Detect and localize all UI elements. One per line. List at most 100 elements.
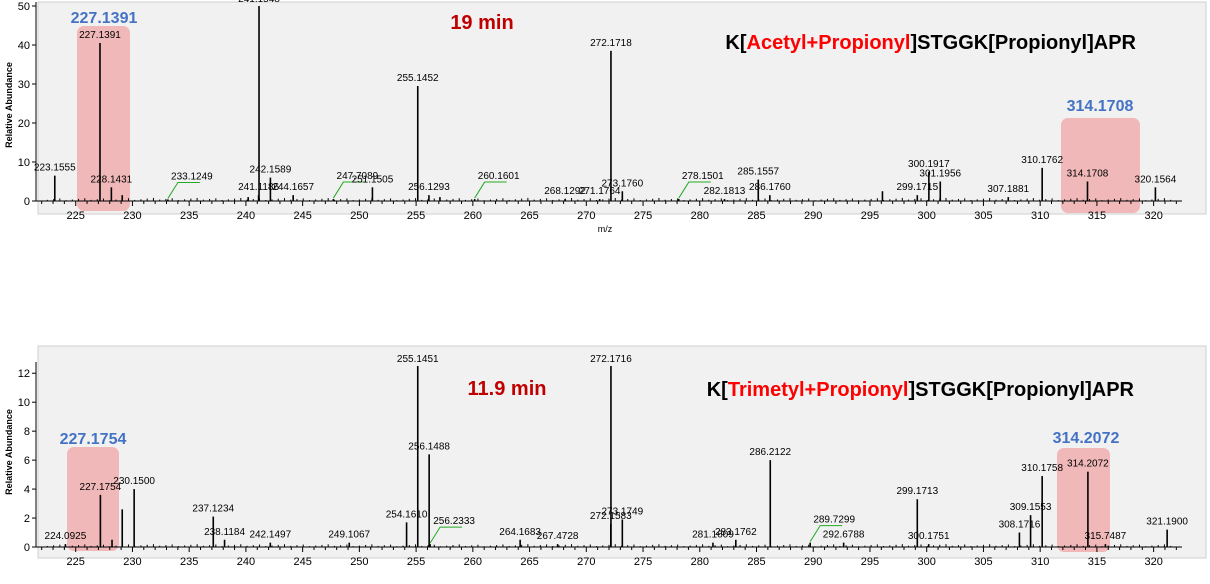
label-leader (809, 525, 843, 542)
y-tick-label: 6 (24, 455, 30, 467)
x-tick-label: 270 (577, 210, 595, 222)
peak-label: 255.1452 (397, 73, 439, 84)
label-leader (332, 181, 366, 199)
plot-background (37, 1, 1207, 215)
peak-label: 244.1657 (272, 182, 314, 193)
x-tick-label: 260 (464, 210, 482, 222)
x-tick-label: 255 (407, 210, 425, 222)
peak-label: 256.2333 (433, 516, 475, 527)
y-tick-label: 0 (24, 542, 30, 554)
highlight-box (1061, 118, 1140, 213)
x-tick-label: 305 (974, 210, 992, 222)
x-tick-label: 310 (1031, 556, 1049, 568)
peak-label: 299.1715 (896, 182, 938, 193)
peak-label: 321.1900 (1146, 517, 1188, 528)
x-tick-label: 320 (1144, 210, 1162, 222)
peptide-sequence-label: K[Acetyl+Propionyl]STGGK[Propionyl]APR (725, 32, 1136, 54)
label-leader (167, 181, 200, 199)
spectrum-panel-1: 0 10 20 30 40 50 225 230 235 240 245 250 255 260 265 27… (4, 0, 1207, 234)
x-tick-label: 225 (67, 210, 85, 222)
peak-label: 308.1716 (999, 520, 1041, 531)
peak-label: 273.1749 (601, 506, 643, 517)
callout-label: 227.1391 (71, 10, 138, 27)
peak-label: 310.1758 (1021, 463, 1063, 474)
peak-label: 233.1249 (171, 171, 213, 182)
peak-label: 227.1391 (79, 30, 121, 41)
x-tick-label: 305 (974, 556, 992, 568)
peak-label: 228.1431 (91, 174, 133, 185)
peak-label: 241.1548 (238, 0, 280, 5)
spectrum-panel-2: 0 2 4 6 8 10 12 225 230 235 240 245 250 255 260 265 270 2… (4, 345, 1207, 568)
peak-label: 237.1234 (192, 504, 234, 515)
x-tick-label: 315 (1088, 556, 1106, 568)
peak-label: 286.1760 (749, 182, 791, 193)
x-tick-label: 295 (861, 210, 879, 222)
x-tick-label: 285 (747, 556, 765, 568)
x-tick-label: 230 (123, 556, 141, 568)
peak-label: 309.1553 (1010, 502, 1052, 513)
peak-label: 242.1497 (249, 530, 291, 541)
x-tick-label: 320 (1144, 556, 1162, 568)
peak-label: 256.1488 (408, 441, 450, 452)
peak-label: 301.1956 (919, 169, 961, 180)
x-tick-label: 290 (804, 556, 822, 568)
peak-label: 251.1505 (352, 174, 394, 185)
peak-label: 254.1610 (386, 509, 428, 520)
peak-label: 286.2122 (749, 447, 791, 458)
x-axis-title: m/z (598, 224, 613, 234)
peak-label: 314.2072 (1067, 459, 1109, 470)
peak-label: 272.1718 (590, 38, 632, 49)
x-tick-label: 300 (918, 556, 936, 568)
x-tick-label: 235 (180, 210, 198, 222)
peak-label: 314.1708 (1067, 169, 1109, 180)
peak-label: 242.1589 (250, 165, 292, 176)
peak-label: 282.1813 (704, 186, 746, 197)
peak-label: 289.7299 (813, 515, 855, 526)
label-leader (429, 526, 463, 544)
callout-label: 314.1708 (1067, 98, 1134, 115)
peak-label: 267.4728 (537, 531, 579, 542)
peak-label: 281.1609 (692, 530, 734, 541)
x-tick-label: 245 (293, 210, 311, 222)
y-tick-label: 2 (24, 513, 30, 525)
y-axis-title: Relative Abundance (4, 62, 14, 148)
peptide-sequence-label: K[Trimetyl+Propionyl]STGGK[Propionyl]APR (707, 379, 1135, 401)
x-tick-label: 260 (464, 556, 482, 568)
y-tick-label: 12 (18, 368, 30, 380)
sequence-part: ]STGGK[Propionyl]APR (908, 379, 1134, 401)
peak-label: 278.1501 (682, 171, 724, 182)
callout-label: 314.2072 (1053, 430, 1120, 447)
y-axis-title: Relative Abundance (4, 409, 14, 495)
peak-label: 285.1557 (737, 167, 779, 178)
x-tick-label: 225 (67, 556, 85, 568)
peak-label: 300.1917 (908, 159, 950, 170)
x-tick-label: 315 (1088, 210, 1106, 222)
highlight-box (67, 447, 119, 551)
peak-label: 255.1451 (397, 354, 439, 365)
x-tick-label: 265 (520, 210, 538, 222)
x-tick-label: 250 (350, 556, 368, 568)
retention-time-label: 11.9 min (468, 378, 547, 400)
label-leader (474, 181, 507, 199)
callout-label: 227.1754 (60, 431, 127, 448)
x-tick-label: 240 (237, 210, 255, 222)
peak-label: 283.1762 (715, 527, 757, 538)
y-tick-label: 30 (18, 79, 30, 91)
peak-label: 249.1067 (328, 530, 370, 541)
y-tick-label: 10 (18, 397, 30, 409)
sequence-part: K[ (707, 379, 728, 401)
x-tick-label: 230 (123, 210, 141, 222)
peak-label: 238.1184 (204, 527, 245, 538)
y-tick-label: 4 (24, 484, 30, 496)
peak-label: 224.0925 (45, 531, 87, 542)
peak-label: 230.1500 (113, 476, 155, 487)
x-tick-label: 295 (861, 556, 879, 568)
y-tick-label: 20 (18, 118, 30, 130)
sequence-part: K[ (725, 32, 746, 54)
peak-label: 273.1760 (601, 178, 643, 189)
y-tick-label: 8 (24, 426, 30, 438)
peak-label: 264.1683 (499, 527, 541, 538)
peak-label: 268.1292 (544, 186, 586, 197)
highlight-box (1057, 448, 1110, 552)
